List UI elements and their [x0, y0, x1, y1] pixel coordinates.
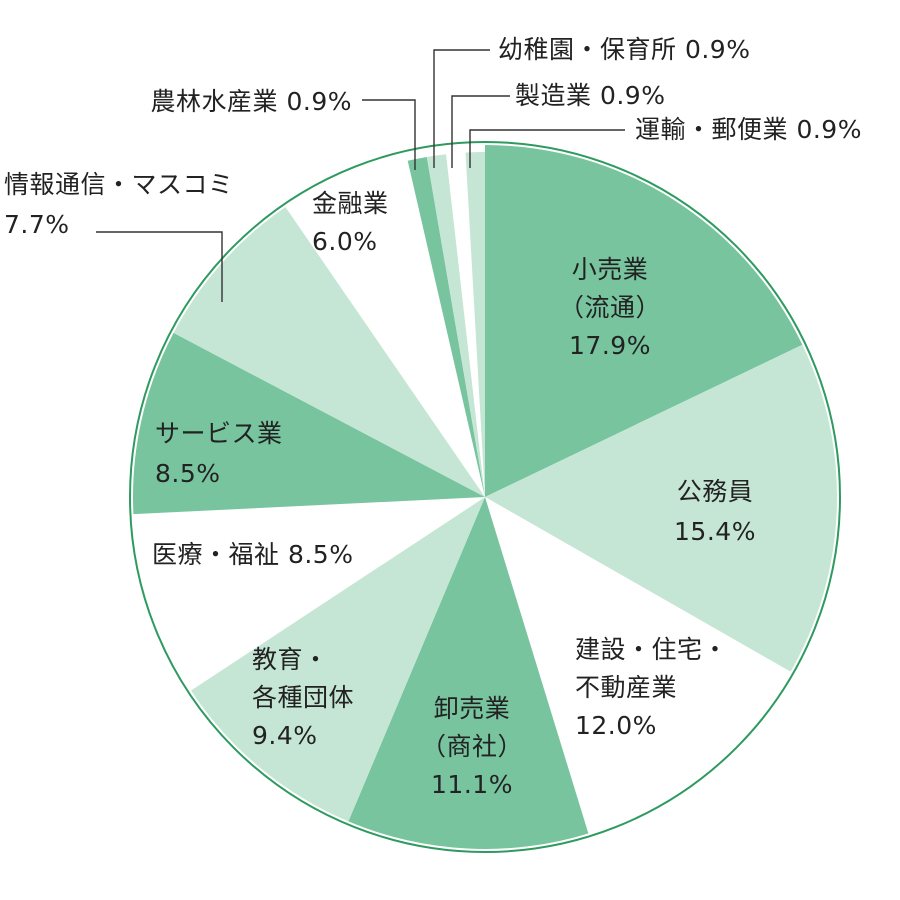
slice-label: 小売業 （流通） 17.9% — [559, 255, 661, 360]
slice-label-line: （商社） — [421, 732, 523, 761]
slice-label-line: 運輸・郵便業 0.9% — [635, 115, 862, 144]
leader-line — [433, 49, 490, 168]
pie-slice — [133, 332, 485, 515]
slice-label-line: 農林水産業 0.9% — [151, 87, 352, 116]
pie-slice — [485, 497, 791, 834]
slice-label: 公務員 15.4% — [674, 477, 756, 546]
pie-slice — [285, 153, 485, 497]
pie-slice — [133, 497, 486, 691]
slice-label: 建設・住宅・不動産業 12.0% — [575, 635, 728, 740]
slice-label: 運輸・郵便業 0.9% — [635, 115, 862, 144]
slice-label-line: 情報通信・マスコミ — [4, 170, 234, 199]
slice-label-line: 9.4% — [252, 721, 318, 750]
slice-label-line: 8.5% — [155, 459, 221, 488]
pie-slice — [485, 344, 837, 672]
leader-line — [451, 95, 510, 168]
slice-label-line: サービス業 — [155, 419, 283, 448]
slice-label: 卸売業 （商社） 11.1% — [421, 694, 523, 799]
pie-slice — [190, 497, 486, 822]
pie-slice — [485, 145, 803, 497]
slice-label-line: 卸売業 — [434, 694, 511, 723]
slice-label-line: 11.1% — [431, 770, 513, 799]
slice-label-line: 製造業 0.9% — [515, 81, 665, 110]
pie-slices — [133, 145, 837, 850]
slice-label-line: 小売業 — [572, 255, 649, 284]
slice-label-line: 金融業 — [312, 189, 389, 218]
pie-slice — [465, 152, 485, 497]
slice-label: 製造業 0.9% — [515, 81, 665, 110]
pie-slice — [348, 497, 589, 850]
slice-label: 金融業 6.0% — [312, 189, 389, 256]
slice-label-line: 不動産業 — [575, 673, 677, 702]
slice-label: 医療・福祉 8.5% — [152, 540, 353, 569]
slice-label-line: 12.0% — [575, 711, 657, 740]
slice-label: 教育・各種団体 9.4% — [252, 645, 354, 750]
slice-label: サービス業 8.5% — [155, 419, 283, 488]
pie-outline-ring — [129, 141, 841, 853]
pie-slice — [446, 152, 485, 498]
slice-label-line: 17.9% — [569, 331, 651, 360]
leader-line — [469, 129, 625, 168]
slice-label: 農林水産業 0.9% — [151, 87, 352, 116]
slice-label-line: 公務員 — [677, 477, 754, 506]
leader-lines — [96, 49, 625, 302]
slice-label-line: 医療・福祉 8.5% — [152, 540, 353, 569]
slice-label-line: 幼稚園・保育所 0.9% — [498, 35, 750, 64]
slice-label-line: 建設・住宅・ — [575, 635, 728, 664]
slice-labels: 小売業 （流通） 17.9% 公務員 15.4% 建設・住宅・不動産業 12.0% 卸売業 （商… — [4, 35, 862, 799]
pie-slice — [407, 156, 485, 497]
slice-label-line: 15.4% — [674, 517, 756, 546]
slice-label: 情報通信・マスコミ 7.7% — [4, 170, 234, 239]
pie-slice — [426, 154, 485, 497]
slice-label-line: 教育・ — [252, 645, 329, 674]
leader-line — [362, 99, 416, 170]
slice-label-line: 各種団体 — [252, 683, 354, 712]
slice-label-line: （流通） — [559, 293, 661, 322]
leader-line — [96, 231, 223, 302]
slice-label-line: 7.7% — [4, 210, 70, 239]
slice-label-line: 6.0% — [312, 227, 378, 256]
slice-label: 幼稚園・保育所 0.9% — [498, 35, 750, 64]
pie-slice — [173, 207, 485, 497]
